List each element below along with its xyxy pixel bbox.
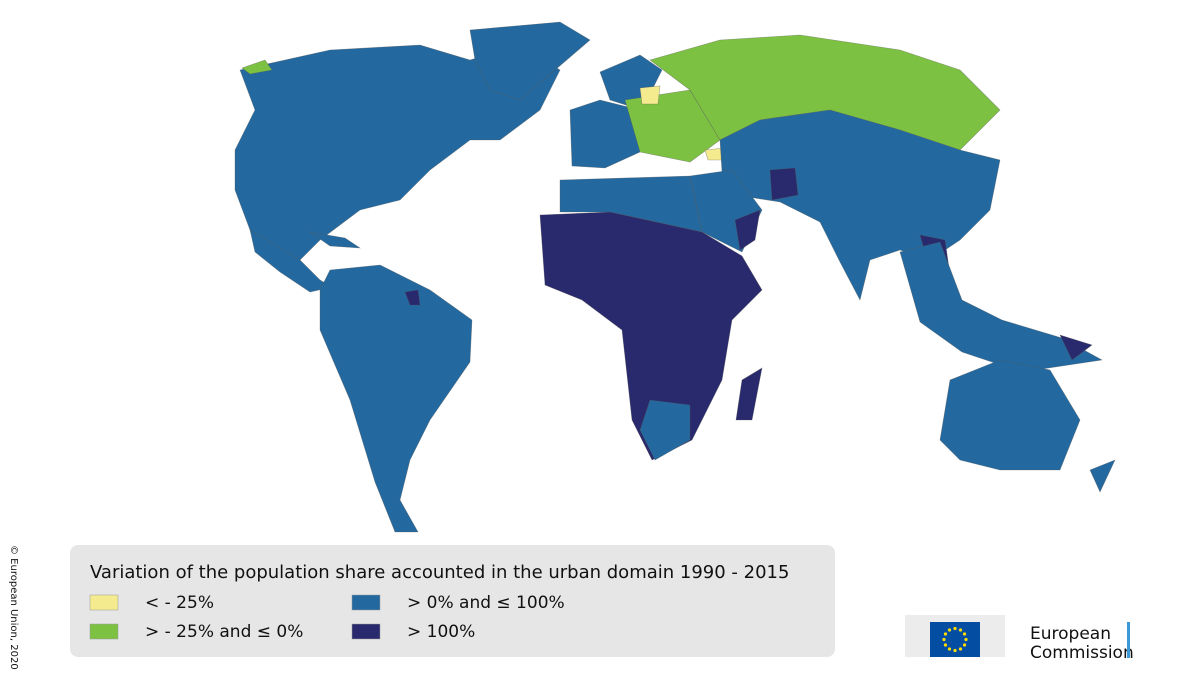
arabia-spot — [734, 209, 761, 251]
legend-label: < - 25% — [145, 593, 214, 613]
legend-swatch — [351, 594, 381, 611]
legend-title: Variation of the population share accoun… — [90, 562, 789, 583]
legend-swatch — [89, 594, 119, 611]
eu-star — [958, 628, 963, 632]
legend-box — [70, 545, 835, 657]
papua — [1059, 334, 1093, 361]
legend-label: > 0% and ≤ 100% — [407, 593, 565, 613]
legend-swatch — [89, 623, 119, 640]
central-asia-spot — [769, 167, 799, 201]
eu-star — [942, 637, 946, 642]
logo-line: Commission — [1030, 643, 1134, 663]
ec-logo: European Commission — [905, 615, 1134, 663]
eu-star — [953, 648, 957, 653]
eu-star — [958, 647, 963, 651]
legend-label: > - 25% and ≤ 0% — [145, 622, 303, 642]
eu-star — [943, 643, 948, 647]
eu-star — [947, 647, 952, 651]
eu-star — [962, 643, 967, 647]
eu-star — [962, 632, 967, 636]
eu-star — [964, 637, 968, 642]
guiana — [404, 289, 421, 306]
baltic — [639, 85, 661, 105]
legend-items: < - 25% > - 25% and ≤ 0% > 0% and ≤ 100% > … — [89, 593, 565, 642]
southern-africa — [639, 399, 691, 461]
eu-star — [947, 628, 952, 632]
logo-bar — [1127, 622, 1130, 658]
world-map — [234, 21, 1116, 533]
caribbean — [309, 231, 362, 249]
legend-label: > 100% — [407, 622, 475, 642]
arctic-island — [241, 59, 273, 75]
australia — [939, 359, 1081, 471]
logo-line: European — [1030, 624, 1111, 644]
legend-swatch — [351, 623, 381, 640]
greenland — [469, 21, 591, 101]
madagascar — [735, 367, 763, 421]
eu-stars — [942, 626, 968, 653]
copyright: © European Union, 2020 — [8, 545, 19, 670]
eu-star — [943, 632, 948, 636]
sub-saharan-africa — [539, 211, 763, 461]
new-zealand — [1089, 459, 1116, 493]
eu-star — [953, 626, 957, 631]
south-america — [319, 264, 473, 533]
